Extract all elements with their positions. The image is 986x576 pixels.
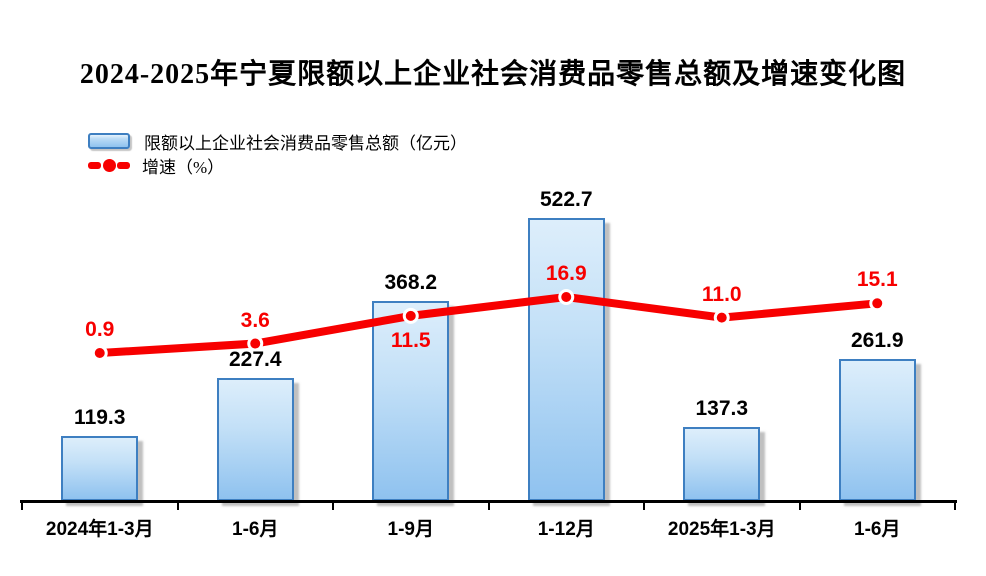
line-series-label: 增速（%） bbox=[142, 157, 225, 177]
line-value-label: 16.9 bbox=[545, 262, 587, 285]
x-axis-label: 1-9月 bbox=[387, 519, 434, 540]
bar-value-label: 137.3 bbox=[695, 396, 749, 420]
line-value-label: 11.0 bbox=[701, 282, 742, 306]
line-value-label: 0.9 bbox=[85, 318, 115, 341]
x-axis-tick bbox=[954, 501, 956, 510]
bar-1-6月 bbox=[838, 359, 916, 501]
line-dash-icon bbox=[88, 161, 101, 169]
x-axis-label: 2025年1-3月 bbox=[667, 519, 776, 540]
line-marker bbox=[402, 307, 419, 324]
x-axis-tick bbox=[487, 501, 490, 510]
line-value-label: 15.1 bbox=[856, 268, 898, 292]
chart-title: 2024-2025年宁夏限额以上企业社会消费品零售总额及增速变化图 bbox=[79, 59, 907, 90]
legend: 限额以上企业社会消费品零售总额（亿元） 增速（%） bbox=[88, 129, 467, 177]
line-series-swatch-icon bbox=[88, 158, 130, 172]
line-value-label: 11.5 bbox=[390, 328, 431, 352]
line-value-label: 3.6 bbox=[240, 308, 270, 332]
bar-value-label: 368.2 bbox=[384, 271, 438, 295]
x-axis-label: 2024年1-3月 bbox=[45, 519, 154, 540]
legend-item-retail-total: 限额以上企业社会消费品零售总额（亿元） bbox=[88, 129, 467, 153]
bar-1-12月 bbox=[527, 217, 605, 501]
bar-2025年1-3月 bbox=[683, 426, 761, 501]
legend-item-growth-rate: 增速（%） bbox=[88, 153, 467, 177]
x-axis-tick bbox=[643, 501, 645, 510]
bar-series-swatch-icon bbox=[88, 133, 130, 149]
bar-1-9月 bbox=[372, 301, 450, 501]
bar-value-label: 227.4 bbox=[228, 347, 282, 371]
x-axis-tick bbox=[176, 501, 179, 510]
bar-value-label: 261.9 bbox=[850, 329, 904, 353]
bar-series-label: 限额以上企业社会消费品零售总额（亿元） bbox=[144, 133, 467, 153]
x-axis-tick bbox=[798, 501, 801, 510]
x-axis-label: 1-6月 bbox=[854, 519, 901, 540]
line-marker bbox=[558, 289, 575, 305]
x-axis-label: 1-12月 bbox=[537, 519, 595, 540]
line-dash-icon bbox=[117, 161, 130, 169]
bar-value-label: 522.7 bbox=[539, 187, 593, 211]
x-axis-tick bbox=[21, 501, 23, 510]
line-dot-icon bbox=[102, 158, 116, 172]
line-marker bbox=[247, 335, 264, 352]
growth-line bbox=[99, 293, 878, 357]
bar-1-6月 bbox=[216, 377, 294, 501]
x-axis-tick bbox=[332, 501, 334, 510]
line-marker bbox=[713, 309, 730, 326]
x-axis-label: 1-6月 bbox=[232, 519, 279, 540]
bar-2024年1-3月 bbox=[61, 436, 139, 501]
bar-value-label: 119.3 bbox=[74, 406, 126, 430]
line-marker bbox=[869, 295, 886, 312]
line-marker bbox=[91, 345, 108, 361]
